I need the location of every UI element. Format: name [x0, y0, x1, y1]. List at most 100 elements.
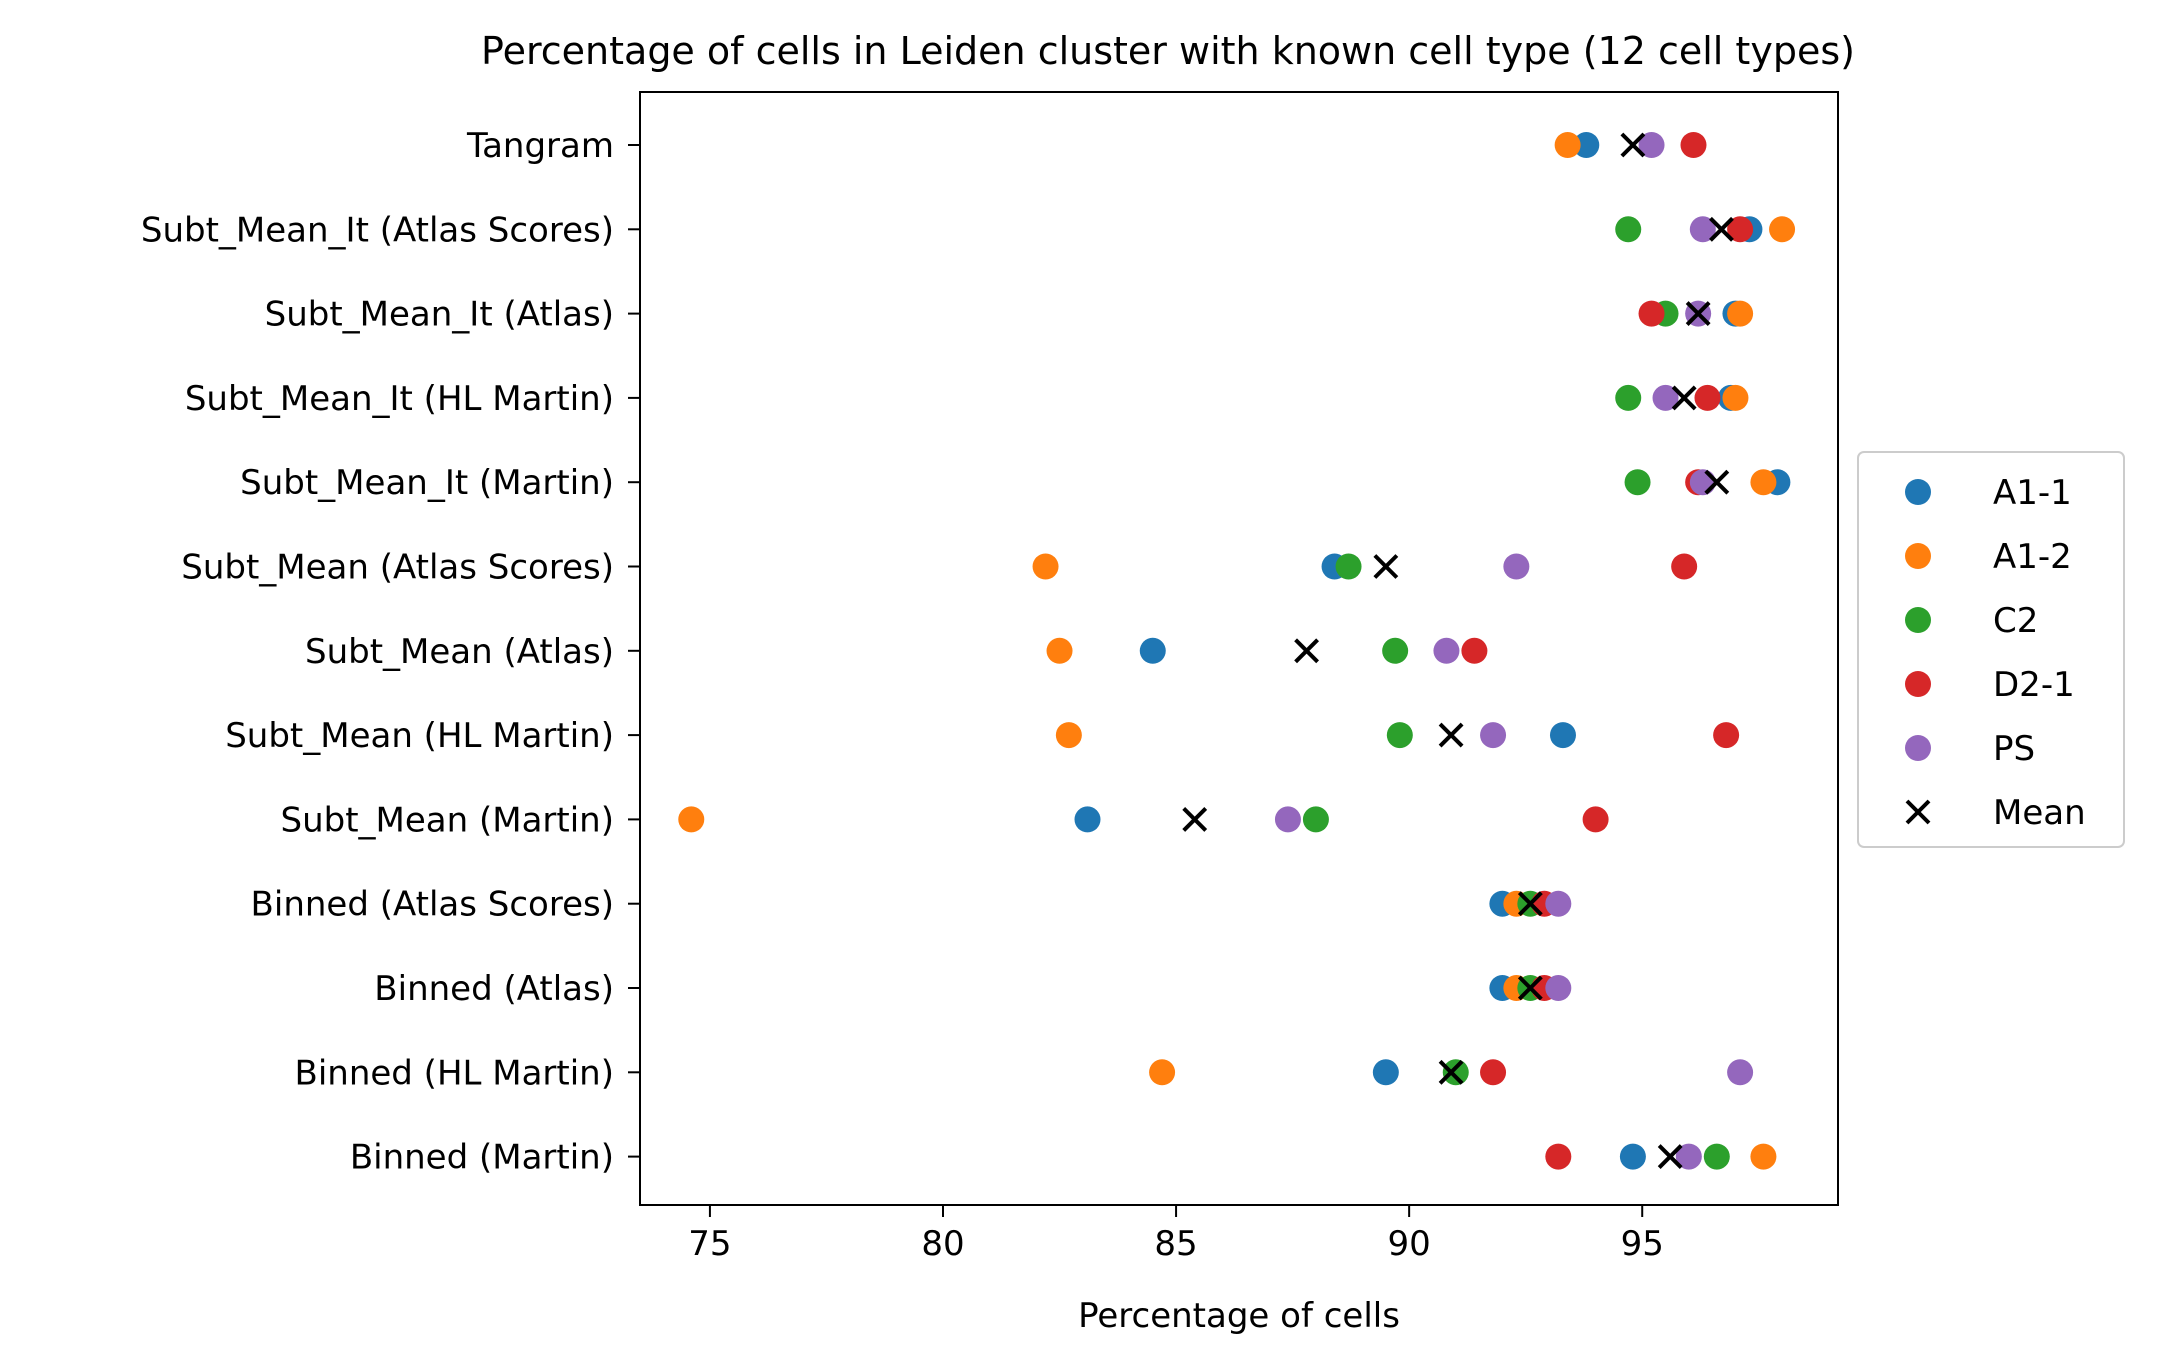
point-c2: [1442, 1059, 1469, 1086]
legend-label-d2-1: D2-1: [1993, 665, 2075, 705]
point-mean: [1373, 554, 1399, 579]
point-ps: [1545, 975, 1572, 1001]
point-mean: [1709, 216, 1734, 242]
point-mean: [1620, 132, 1646, 158]
point-mean: [1657, 1144, 1683, 1170]
point-ps: [1480, 722, 1507, 749]
point-ps: [1727, 1059, 1754, 1086]
point-d2-1: [1713, 722, 1740, 749]
point-ps: [1638, 132, 1665, 158]
point-mean-stroke-b: [1438, 1059, 1464, 1085]
x-tick-label: 75: [688, 1224, 731, 1264]
point-c2: [1302, 806, 1329, 833]
legend-marker-a1-1: [1905, 479, 1931, 505]
point-mean-stroke-b: [1438, 722, 1464, 748]
legend-marker-ps: [1905, 735, 1931, 761]
point-ps: [1545, 890, 1572, 917]
point-ps: [1689, 216, 1716, 243]
point-a1-2: [678, 806, 705, 833]
point-d2-1: [1582, 806, 1609, 833]
point-d2-1: [1461, 637, 1488, 664]
point-mean-stroke-b: [1704, 469, 1730, 495]
x-tick-label: 85: [1154, 1224, 1197, 1264]
point-d2-1: [1671, 553, 1698, 580]
point-a1-2: [1055, 722, 1082, 749]
point-a1-2: [1046, 637, 1073, 664]
point-c2: [1624, 469, 1651, 496]
legend-marker-d2-1: [1905, 671, 1931, 697]
x-tick-label: 90: [1388, 1224, 1431, 1264]
plot-area: 75 80 85 90 95 Tangram Subt_Mean_It (Atlas Sco…: [141, 91, 1839, 1264]
point-d2-1: [1638, 300, 1665, 327]
point-mean-stroke-b: [1620, 132, 1646, 158]
legend-marker-mean-stroke-b: [1905, 799, 1931, 825]
y-tick-label: Subt_Mean_It (HL Martin): [185, 379, 614, 419]
legend-label-mean: Mean: [1993, 793, 2086, 833]
point-c2: [1703, 1143, 1730, 1170]
legend-label-ps: PS: [1993, 729, 2035, 769]
axes-frame: [639, 91, 1839, 1206]
y-tick-label: Binned (HL Martin): [295, 1053, 615, 1093]
point-c2: [1386, 722, 1413, 749]
point-mean: [1438, 1059, 1464, 1085]
x-axis-label: Percentage of cells: [1078, 1296, 1400, 1336]
point-a1-1: [1139, 637, 1166, 664]
point-c2: [1615, 384, 1642, 411]
legend-label-a1-2: A1-2: [1993, 537, 2072, 577]
point-a1-2: [1727, 300, 1754, 327]
point-a1-1: [1074, 806, 1101, 833]
point-a1-1: [1372, 1059, 1399, 1086]
point-ps: [1503, 553, 1530, 580]
point-d2-1: [1480, 1059, 1507, 1086]
point-mean-stroke-b: [1517, 891, 1543, 917]
point-a1-2: [1149, 1059, 1176, 1086]
legend-marker-c2: [1905, 607, 1931, 633]
point-ps: [1689, 469, 1716, 496]
point-mean-stroke-b: [1373, 554, 1399, 579]
point-a1-2: [1554, 132, 1581, 158]
point-d2-1: [1727, 216, 1754, 243]
y-tick-label: Subt_Mean_It (Martin): [240, 463, 614, 503]
legend-label-a1-1: A1-1: [1993, 473, 2072, 513]
point-c2: [1382, 637, 1409, 664]
point-a1-2: [1722, 384, 1749, 411]
point-d2-1: [1694, 384, 1721, 411]
point-ps: [1433, 637, 1460, 664]
y-tick-label: Subt_Mean (Martin): [281, 800, 615, 840]
legend-label-c2: C2: [1993, 601, 2038, 641]
point-a1-1: [1549, 722, 1576, 749]
y-tick-label: Subt_Mean (Atlas Scores): [181, 548, 614, 588]
y-tick-label: Binned (Atlas): [374, 969, 614, 1009]
y-tick-label: Binned (Martin): [350, 1138, 614, 1178]
legend-marker-a1-2: [1905, 543, 1931, 569]
point-mean: [1671, 385, 1697, 411]
point-mean-stroke-b: [1671, 385, 1697, 411]
point-a1-1: [1573, 132, 1600, 158]
point-mean: [1517, 891, 1543, 917]
point-a1-2: [1750, 1143, 1777, 1170]
point-mean-stroke-b: [1294, 638, 1320, 664]
point-mean-stroke-b: [1709, 216, 1734, 242]
y-tick-label: Subt_Mean (HL Martin): [225, 716, 614, 756]
point-ps: [1274, 806, 1301, 833]
x-tick-label: 95: [1621, 1224, 1664, 1264]
chart-title: Percentage of cells in Leiden cluster wi…: [481, 29, 1855, 73]
point-ps: [1652, 384, 1679, 411]
point-mean-stroke-b: [1182, 806, 1208, 832]
y-tick-label: Subt_Mean_It (Atlas Scores): [141, 210, 614, 250]
point-a1-2: [1769, 216, 1796, 243]
point-a1-2: [1032, 553, 1059, 580]
y-tick-label: Tangram: [466, 126, 614, 166]
point-mean-stroke-b: [1657, 1144, 1683, 1170]
point-mean-stroke-b: [1517, 975, 1543, 1001]
legend-box: [1857, 451, 2125, 848]
point-c2: [1335, 553, 1362, 580]
point-ps: [1675, 1143, 1702, 1170]
x-tick-label: 80: [921, 1224, 964, 1264]
y-tick-label: Subt_Mean_It (Atlas): [265, 295, 614, 335]
point-d2-1: [1545, 1143, 1572, 1170]
legend-marker-mean: [1905, 799, 1931, 825]
point-mean: [1294, 638, 1320, 664]
